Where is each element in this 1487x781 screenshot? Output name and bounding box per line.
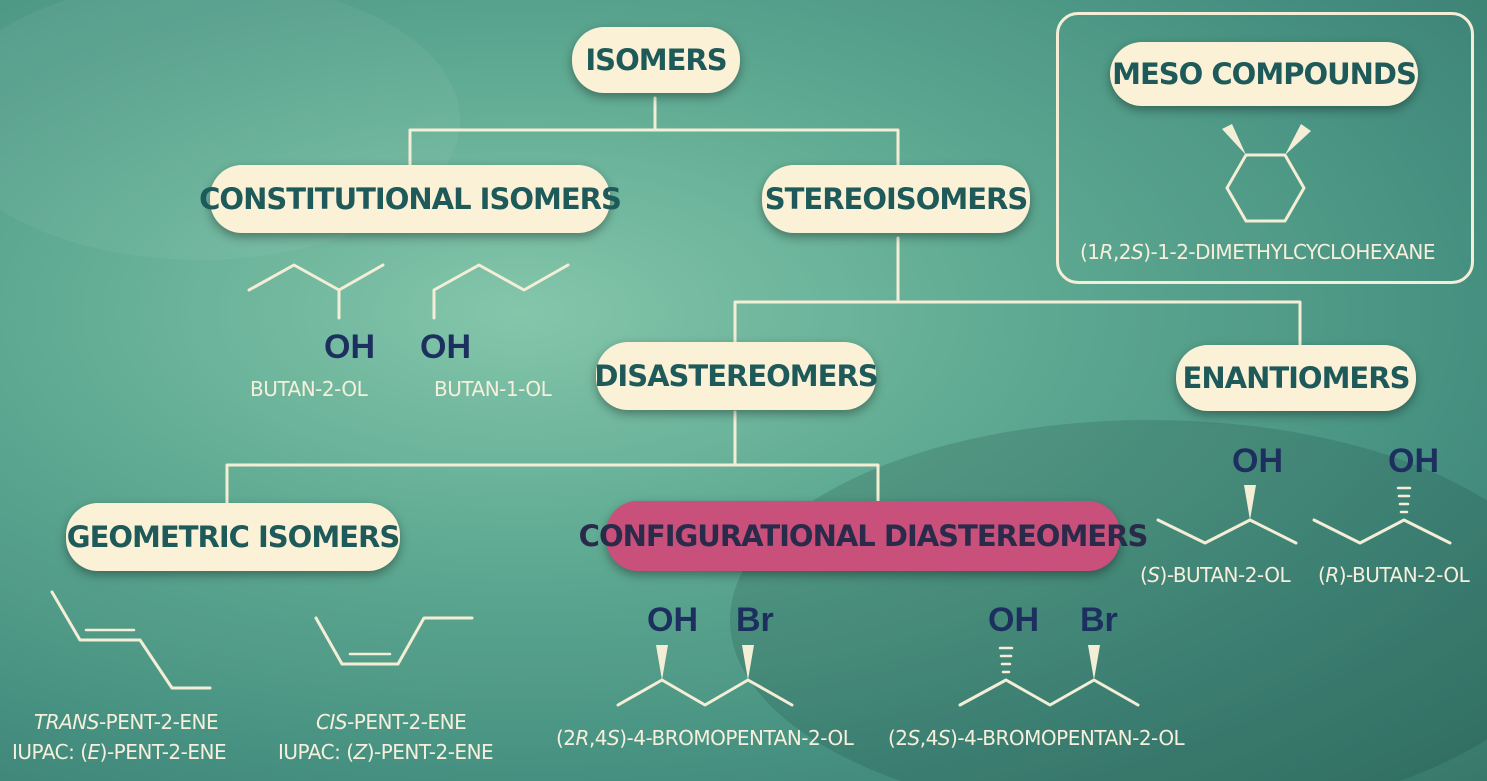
caption-2r4s-bromopentanol: (2R,4S)-4-BROMOPENTAN-2-OL (556, 726, 854, 750)
node-geometric-isomers: GEOMETRIC ISOMERS (66, 503, 400, 571)
caption-meso-dimethylcyclohexane: (1R,2S)-1-2-DIMETHYLCYCLOHEXANE (1080, 240, 1435, 264)
node-meso-compounds: MESO COMPOUNDS (1110, 42, 1418, 106)
caption-trans-iupac: IUPAC: (E)-PENT-2-ENE (12, 740, 227, 764)
oh-label-r-butan-2-ol: OH (1388, 442, 1439, 480)
br-label-2r4s: Br (736, 601, 774, 639)
caption-cis-iupac: IUPAC: (Z)-PENT-2-ENE (278, 740, 494, 764)
meso-compounds-frame (1056, 12, 1474, 284)
node-enantiomers: ENANTIOMERS (1176, 345, 1416, 411)
oh-label-butan-2-ol: OH (324, 328, 375, 366)
oh-label-s-butan-2-ol: OH (1232, 442, 1283, 480)
caption-butan-2-ol: BUTAN-2-OL (250, 377, 368, 401)
caption-r-butan-2-ol: (R)-BUTAN-2-OL (1318, 563, 1470, 587)
node-constitutional-isomers: CONSTITUTIONAL ISOMERS (199, 165, 622, 233)
oh-label-butan-1-ol: OH (420, 328, 471, 366)
caption-butan-1-ol: BUTAN-1-OL (434, 377, 552, 401)
caption-cis-pent-2-ene: CIS-PENT-2-ENE (316, 710, 467, 734)
node-stereoisomers: STEREOISOMERS (762, 165, 1030, 233)
oh-label-2s4s: OH (988, 601, 1039, 639)
node-isomers: ISOMERS (572, 27, 740, 93)
oh-label-2r4s: OH (647, 601, 698, 639)
node-diastereomers: DISASTEREOMERS (594, 342, 879, 410)
node-configurational-diastereomers: CONFIGURATIONAL DIASTEREOMERS (579, 501, 1148, 571)
caption-trans-pent-2-ene: TRANS-PENT-2-ENE (34, 710, 219, 734)
caption-2s4s-bromopentanol: (2S,4S)-4-BROMOPENTAN-2-OL (888, 726, 1185, 750)
br-label-2s4s: Br (1080, 601, 1118, 639)
caption-s-butan-2-ol: (S)-BUTAN-2-OL (1140, 563, 1291, 587)
